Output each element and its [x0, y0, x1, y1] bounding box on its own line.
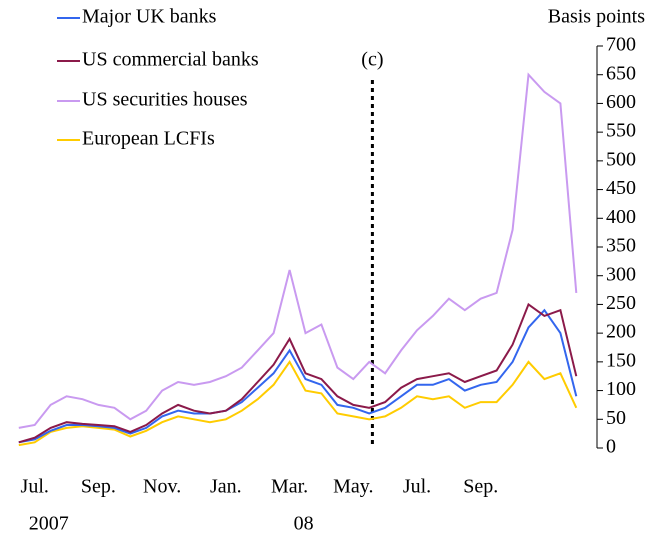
x-tick-label: Jul.: [21, 476, 49, 498]
y-tick-label: 250: [606, 292, 636, 314]
y-tick-label: 100: [606, 378, 636, 400]
x-tick-label: Nov.: [143, 476, 181, 498]
x-tick-label: Jul.: [403, 476, 431, 498]
y-tick-label: 150: [606, 349, 636, 371]
x-tick-label: May.: [333, 476, 373, 498]
x-year-label: 2007: [29, 513, 69, 535]
y-tick-label: 0: [606, 436, 616, 458]
y-axis-label: Basis points: [548, 6, 645, 28]
x-tick-label: Sep.: [81, 476, 116, 498]
annotation-label: (c): [361, 49, 383, 71]
x-tick-label: Sep.: [463, 476, 498, 498]
legend-label: Major UK banks: [82, 6, 217, 28]
x-tick-label: Mar.: [271, 476, 308, 498]
y-tick-label: 600: [606, 91, 636, 113]
legend-label: European LCFIs: [82, 128, 215, 150]
y-tick-label: 700: [606, 34, 636, 56]
series-line: [18, 302, 578, 444]
series-line: [18, 360, 578, 447]
x-year-label: 08: [294, 513, 314, 535]
y-tick-label: 650: [606, 62, 636, 84]
x-tick-label: Jan.: [210, 476, 242, 498]
y-tick-label: 50: [606, 407, 626, 429]
y-tick-label: 300: [606, 263, 636, 285]
y-tick-label: 500: [606, 148, 636, 170]
series-line: [18, 308, 578, 444]
y-tick-label: 450: [606, 177, 636, 199]
y-tick-label: 550: [606, 120, 636, 142]
y-tick-label: 350: [606, 235, 636, 257]
legend-label: US securities houses: [82, 89, 248, 111]
y-tick-label: 400: [606, 206, 636, 228]
legend-label: US commercial banks: [82, 49, 259, 71]
series-line: [18, 72, 578, 429]
y-tick-label: 200: [606, 321, 636, 343]
